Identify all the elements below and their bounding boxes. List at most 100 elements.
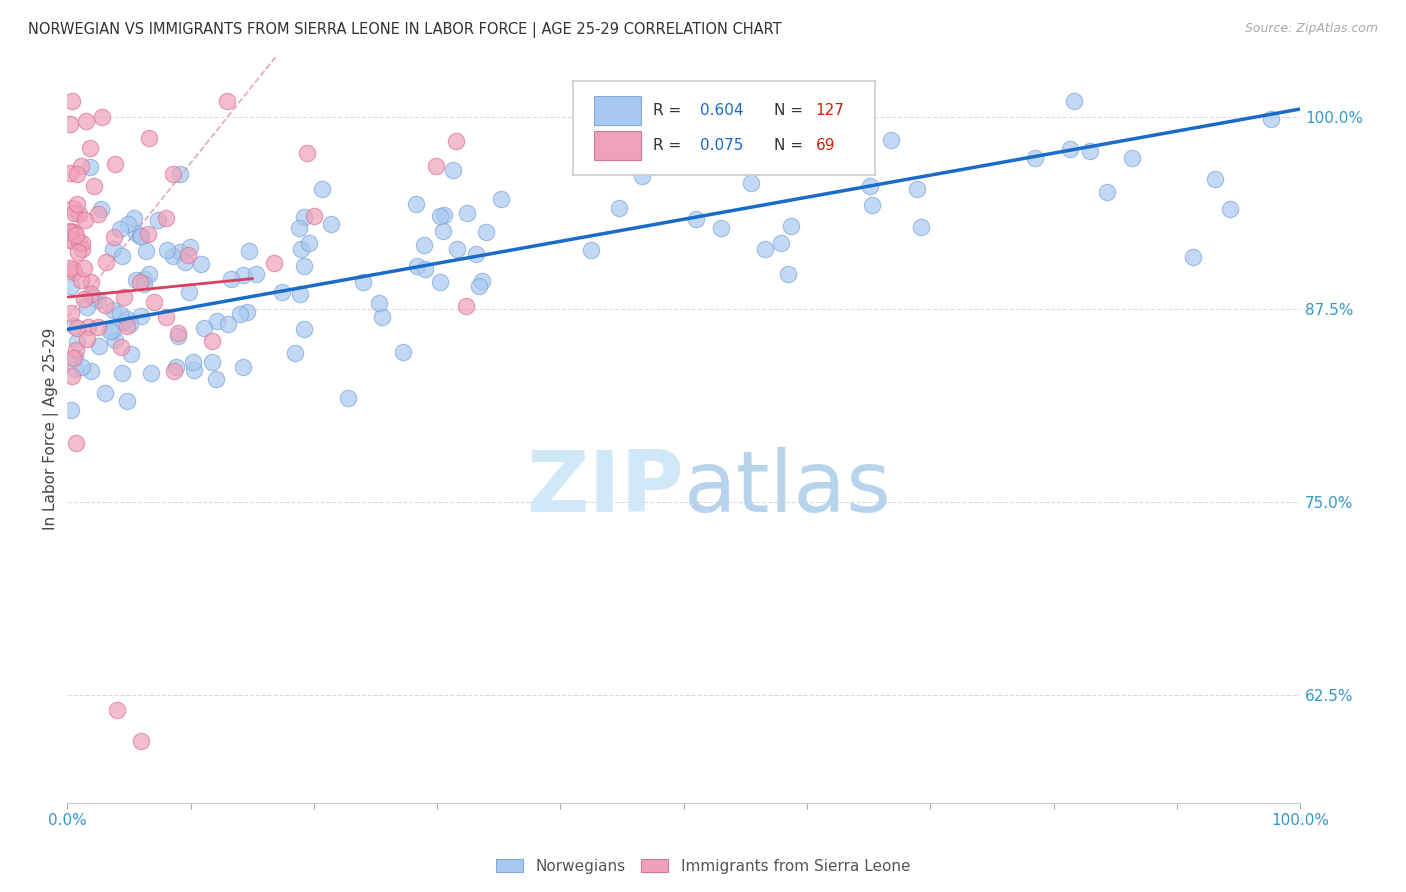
Point	[284, 346, 307, 360]
Point	[114, 290, 136, 304]
Point	[138, 130, 160, 145]
Point	[111, 366, 134, 380]
Point	[70, 243, 93, 257]
Point	[860, 198, 883, 212]
Point	[454, 299, 477, 313]
Point	[104, 157, 127, 171]
Point	[65, 351, 87, 365]
Point	[467, 279, 489, 293]
Point	[352, 275, 374, 289]
Point	[63, 318, 86, 333]
Point	[129, 275, 152, 289]
Point	[129, 228, 152, 243]
Point	[190, 257, 212, 271]
Point	[141, 367, 163, 381]
FancyBboxPatch shape	[572, 81, 875, 175]
Point	[879, 133, 901, 147]
Point	[179, 285, 201, 299]
Point	[125, 226, 148, 240]
Point	[174, 254, 197, 268]
Point	[710, 221, 733, 235]
Point	[60, 95, 83, 109]
Text: 127: 127	[815, 103, 845, 118]
Point	[471, 274, 494, 288]
Point	[129, 228, 152, 243]
Point	[205, 372, 228, 386]
Point	[610, 158, 633, 172]
Point	[76, 332, 98, 346]
Point	[754, 242, 776, 256]
Point	[166, 329, 188, 343]
Point	[65, 436, 87, 450]
Point	[100, 324, 122, 338]
Point	[69, 272, 91, 286]
Point	[166, 359, 188, 374]
Point	[142, 294, 165, 309]
Point	[70, 359, 93, 374]
Point	[489, 192, 512, 206]
Point	[82, 290, 104, 304]
Legend: Norwegians, Immigrants from Sierra Leone: Norwegians, Immigrants from Sierra Leone	[489, 853, 917, 880]
Point	[1059, 142, 1081, 156]
Point	[1121, 152, 1143, 166]
Point	[581, 243, 603, 257]
Point	[392, 345, 415, 359]
Point	[76, 320, 98, 334]
Point	[115, 393, 138, 408]
Point	[162, 167, 184, 181]
Point	[135, 244, 157, 258]
Point	[167, 326, 190, 340]
Point	[65, 167, 87, 181]
Text: R =: R =	[652, 103, 686, 118]
Point	[441, 163, 464, 178]
Point	[367, 295, 389, 310]
Point	[179, 240, 201, 254]
Point	[169, 245, 191, 260]
Point	[740, 177, 762, 191]
Point	[229, 307, 252, 321]
Point	[59, 224, 82, 238]
Point	[73, 292, 96, 306]
Point	[735, 125, 758, 139]
Point	[162, 249, 184, 263]
Point	[59, 233, 82, 247]
Point	[201, 355, 224, 369]
Point	[105, 703, 128, 717]
Point	[607, 202, 630, 216]
Point	[475, 225, 498, 239]
Point	[62, 201, 84, 215]
Point	[859, 178, 882, 193]
Point	[425, 159, 447, 173]
Point	[146, 212, 169, 227]
Point	[83, 179, 105, 194]
Text: N =: N =	[773, 138, 807, 153]
Point	[1063, 95, 1085, 109]
Point	[1181, 250, 1204, 264]
Point	[245, 267, 267, 281]
Point	[76, 300, 98, 314]
Point	[433, 208, 456, 222]
Point	[60, 402, 83, 417]
Point	[70, 159, 93, 173]
Point	[201, 334, 224, 348]
Point	[290, 287, 312, 301]
Point	[1260, 112, 1282, 126]
Text: atlas: atlas	[683, 447, 891, 530]
Point	[290, 242, 312, 256]
Point	[101, 324, 124, 338]
Point	[66, 321, 89, 335]
Point	[181, 355, 204, 369]
Point	[117, 217, 139, 231]
Point	[446, 242, 468, 256]
Point	[292, 322, 315, 336]
Point	[292, 211, 315, 225]
Point	[79, 287, 101, 301]
Point	[215, 95, 238, 109]
Point	[183, 363, 205, 377]
Point	[66, 334, 89, 349]
Point	[412, 237, 434, 252]
Point	[169, 167, 191, 181]
Point	[413, 261, 436, 276]
Point	[110, 306, 132, 320]
Point	[1204, 172, 1226, 186]
